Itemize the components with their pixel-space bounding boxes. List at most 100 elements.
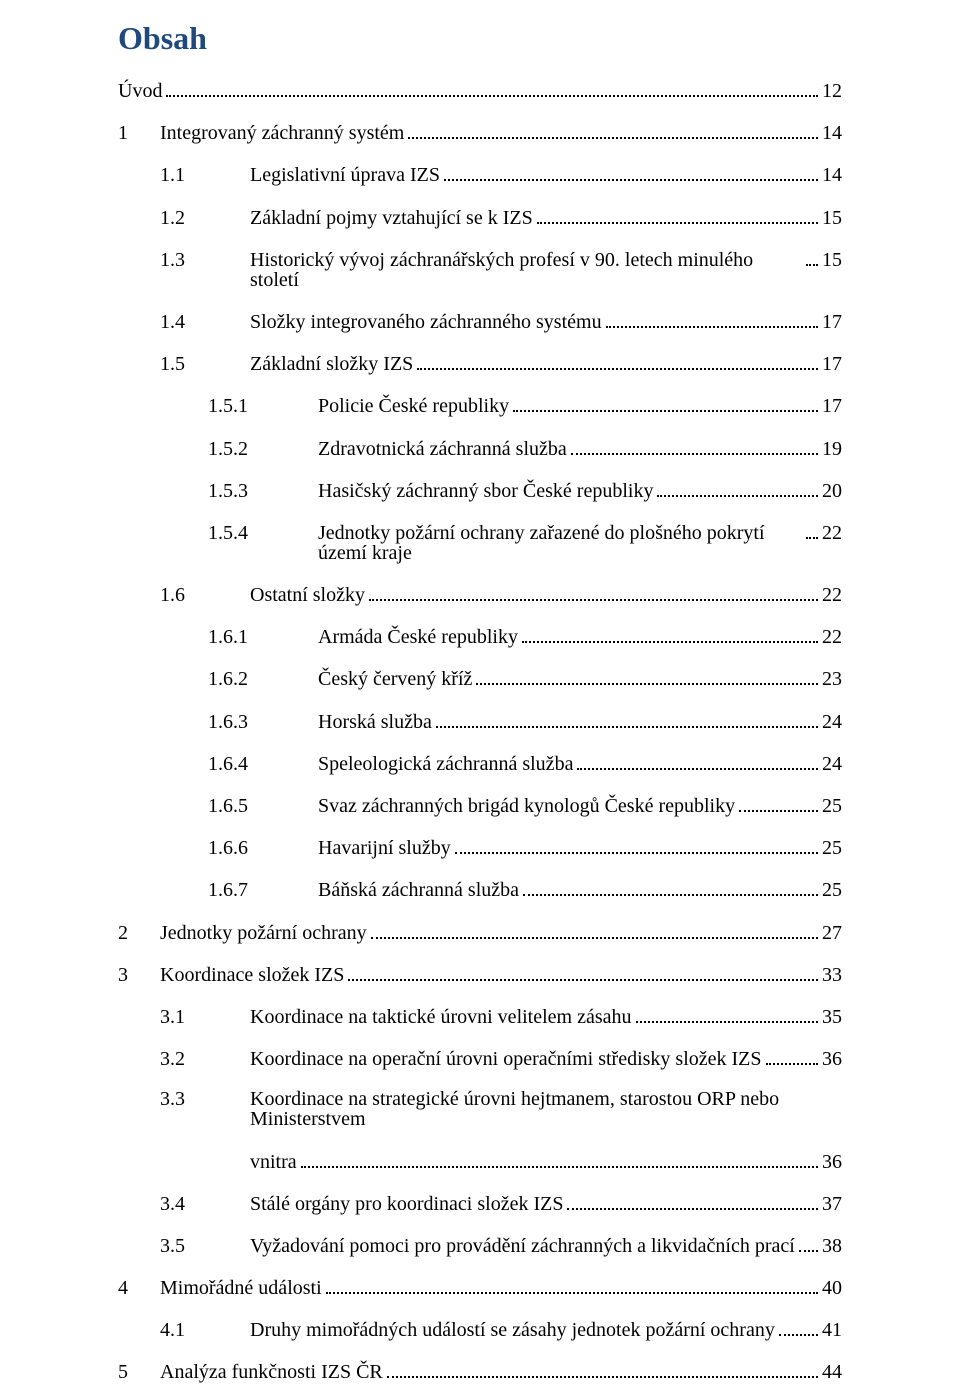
toc-entry-text: Druhy mimořádných událostí se zásahy jed… xyxy=(250,1320,775,1340)
toc-entry-number: 3.2 xyxy=(118,1049,250,1069)
toc-entry-text: Armáda České republiky xyxy=(318,627,518,647)
toc-page: Obsah Úvod121Integrovaný záchranný systé… xyxy=(0,0,960,1382)
toc-entry-text: Zdravotnická záchranná služba xyxy=(318,439,567,459)
toc-entry-page: 15 xyxy=(822,208,842,228)
toc-entry-page: 40 xyxy=(822,1278,842,1298)
toc-entry-text: Hasičský záchranný sbor České republiky xyxy=(318,481,653,501)
toc-entry-page: 38 xyxy=(822,1236,842,1256)
toc-entry-number: 1.1 xyxy=(118,165,250,185)
toc-entry-number: 1.6.5 xyxy=(118,796,318,816)
toc-leader-dots xyxy=(739,794,818,812)
toc-entry-page: 19 xyxy=(822,439,842,459)
toc-entry-continuation: vnitra36 xyxy=(118,1150,842,1172)
toc-entry-page: 27 xyxy=(822,923,842,943)
toc-entry-text: Vyžadování pomoci pro provádění záchrann… xyxy=(250,1236,795,1256)
toc-body: Úvod121Integrovaný záchranný systém141.1… xyxy=(118,79,842,1382)
toc-entry-text: Speleologická záchranná služba xyxy=(318,754,573,774)
toc-entry-number: 1.6 xyxy=(118,585,250,605)
toc-entry-page: 37 xyxy=(822,1194,842,1214)
toc-leader-dots xyxy=(326,1276,818,1294)
toc-entry: 1.4Složky integrovaného záchranného syst… xyxy=(118,310,842,332)
toc-entry: 3.2Koordinace na operační úrovni operačn… xyxy=(118,1047,842,1069)
toc-entry-text: Analýza funkčnosti IZS ČR xyxy=(160,1362,383,1382)
toc-entry-number: 4.1 xyxy=(118,1320,250,1340)
toc-leader-dots xyxy=(799,1234,818,1252)
toc-entry: 1.3Historický vývoj záchranářských profe… xyxy=(118,248,842,290)
toc-entry-text: Koordinace na strategické úrovni hejtman… xyxy=(250,1089,842,1129)
toc-entry-number: 1.4 xyxy=(118,312,250,332)
toc-entry-number: 1.6.2 xyxy=(118,669,318,689)
toc-leader-dots xyxy=(523,878,818,896)
toc-entry-page: 12 xyxy=(822,81,842,101)
toc-leader-dots xyxy=(766,1047,818,1065)
toc-entry: 3Koordinace složek IZS 33 xyxy=(118,963,842,985)
toc-entry-page: 25 xyxy=(822,880,842,900)
toc-entry-page: 15 xyxy=(822,250,842,270)
toc-leader-dots xyxy=(513,394,818,412)
toc-entry: 1.6.5Svaz záchranných brigád kynologů Če… xyxy=(118,794,842,816)
toc-leader-dots xyxy=(417,352,818,370)
toc-leader-dots xyxy=(476,667,818,685)
toc-entry-text: Koordinace složek IZS xyxy=(160,965,344,985)
toc-entry-page: 33 xyxy=(822,965,842,985)
toc-entry: 3.3Koordinace na strategické úrovni hejt… xyxy=(118,1089,842,1129)
toc-entry: 3.5Vyžadování pomoci pro provádění záchr… xyxy=(118,1234,842,1256)
toc-entry-page: 25 xyxy=(822,838,842,858)
toc-entry-page: 17 xyxy=(822,396,842,416)
toc-entry-page: 24 xyxy=(822,712,842,732)
toc-title: Obsah xyxy=(118,20,842,57)
toc-leader-dots xyxy=(166,79,818,97)
toc-entry: 1.6Ostatní složky22 xyxy=(118,583,842,605)
toc-leader-dots xyxy=(522,625,818,643)
toc-entry-page: 14 xyxy=(822,165,842,185)
toc-entry-number: 3.1 xyxy=(118,1007,250,1027)
toc-leader-dots xyxy=(387,1360,818,1378)
toc-entry-page: 17 xyxy=(822,312,842,332)
toc-entry: 1.5.3Hasičský záchranný sbor České repub… xyxy=(118,479,842,501)
toc-entry-text: Legislativní úprava IZS xyxy=(250,165,440,185)
toc-leader-dots xyxy=(455,836,818,854)
toc-entry-page: 17 xyxy=(822,354,842,374)
toc-entry: 1.6.4Speleologická záchranná služba24 xyxy=(118,752,842,774)
toc-entry: 5Analýza funkčnosti IZS ČR44 xyxy=(118,1360,842,1382)
toc-entry-page: 23 xyxy=(822,669,842,689)
toc-entry-number: 1.6.1 xyxy=(118,627,318,647)
toc-leader-dots xyxy=(444,163,818,181)
toc-entry-page: 35 xyxy=(822,1007,842,1027)
toc-entry-number: 3.5 xyxy=(118,1236,250,1256)
toc-entry-text: Základní pojmy vztahující se k IZS xyxy=(250,208,533,228)
toc-entry-number: 3 xyxy=(118,965,160,985)
toc-leader-dots xyxy=(436,710,818,728)
toc-entry: 1.5Základní složky IZS 17 xyxy=(118,352,842,374)
toc-leader-dots xyxy=(348,963,818,981)
toc-entry-number: 1.6.6 xyxy=(118,838,318,858)
toc-entry-text: Mimořádné události xyxy=(160,1278,322,1298)
toc-entry: 1.1Legislativní úprava IZS 14 xyxy=(118,163,842,185)
toc-leader-dots xyxy=(567,1192,818,1210)
toc-entry-text: Horská služba xyxy=(318,712,432,732)
toc-entry: 4.1Druhy mimořádných událostí se zásahy … xyxy=(118,1318,842,1340)
toc-entry-text: Jednotky požární ochrany zařazené do plo… xyxy=(318,523,802,563)
toc-entry-number: 3.4 xyxy=(118,1194,250,1214)
toc-entry-text: Báňská záchranná služba xyxy=(318,880,519,900)
toc-entry-number: 4 xyxy=(118,1278,160,1298)
toc-entry-number: 1.5.2 xyxy=(118,439,318,459)
toc-entry-text: Historický vývoj záchranářských profesí … xyxy=(250,250,802,290)
toc-entry-number: 5 xyxy=(118,1362,160,1382)
toc-entry-page: 22 xyxy=(822,585,842,605)
toc-entry-text: vnitra xyxy=(250,1152,297,1172)
toc-entry-number: 1.5 xyxy=(118,354,250,374)
toc-entry: 1.6.7Báňská záchranná služba 25 xyxy=(118,878,842,900)
toc-leader-dots xyxy=(571,437,818,455)
toc-entry-text: Složky integrovaného záchranného systému xyxy=(250,312,602,332)
toc-entry: 3.1Koordinace na taktické úrovni velitel… xyxy=(118,1005,842,1027)
toc-entry-text: Základní složky IZS xyxy=(250,354,413,374)
toc-entry-page: 41 xyxy=(822,1320,842,1340)
toc-leader-dots xyxy=(577,752,818,770)
toc-leader-dots xyxy=(369,583,818,601)
toc-entry-text: Svaz záchranných brigád kynologů České r… xyxy=(318,796,735,816)
toc-entry-text: Koordinace na operační úrovni operačními… xyxy=(250,1049,762,1069)
toc-entry: 2Jednotky požární ochrany27 xyxy=(118,921,842,943)
toc-entry-number: 1.6.7 xyxy=(118,880,318,900)
toc-entry-number: 1.5.3 xyxy=(118,481,318,501)
